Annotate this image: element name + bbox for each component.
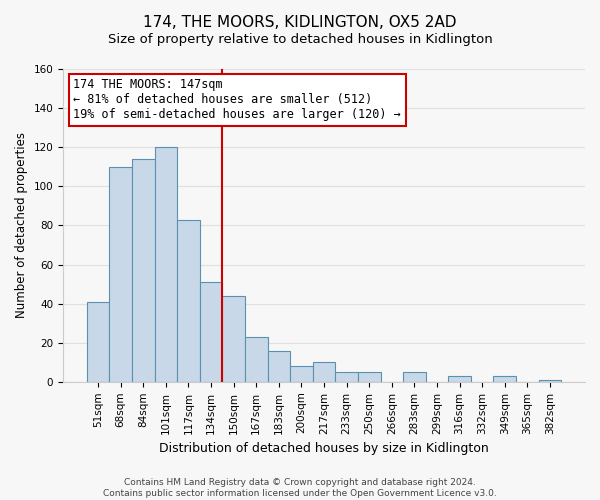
Bar [493,376,516,382]
Y-axis label: Number of detached properties: Number of detached properties [15,132,28,318]
Bar [335,372,358,382]
Bar [448,376,471,382]
Bar [403,372,425,382]
Text: Contains HM Land Registry data © Crown copyright and database right 2024.
Contai: Contains HM Land Registry data © Crown c… [103,478,497,498]
Bar [155,147,177,382]
Bar [132,159,155,382]
Bar [177,220,200,382]
Bar [87,302,109,382]
Bar [268,350,290,382]
Bar [290,366,313,382]
Bar [200,282,223,382]
Bar [245,337,268,382]
Text: 174 THE MOORS: 147sqm
← 81% of detached houses are smaller (512)
19% of semi-det: 174 THE MOORS: 147sqm ← 81% of detached … [73,78,401,122]
Bar [313,362,335,382]
Bar [358,372,380,382]
Bar [109,167,132,382]
Bar [539,380,561,382]
Bar [223,296,245,382]
X-axis label: Distribution of detached houses by size in Kidlington: Distribution of detached houses by size … [159,442,489,455]
Text: 174, THE MOORS, KIDLINGTON, OX5 2AD: 174, THE MOORS, KIDLINGTON, OX5 2AD [143,15,457,30]
Text: Size of property relative to detached houses in Kidlington: Size of property relative to detached ho… [107,32,493,46]
